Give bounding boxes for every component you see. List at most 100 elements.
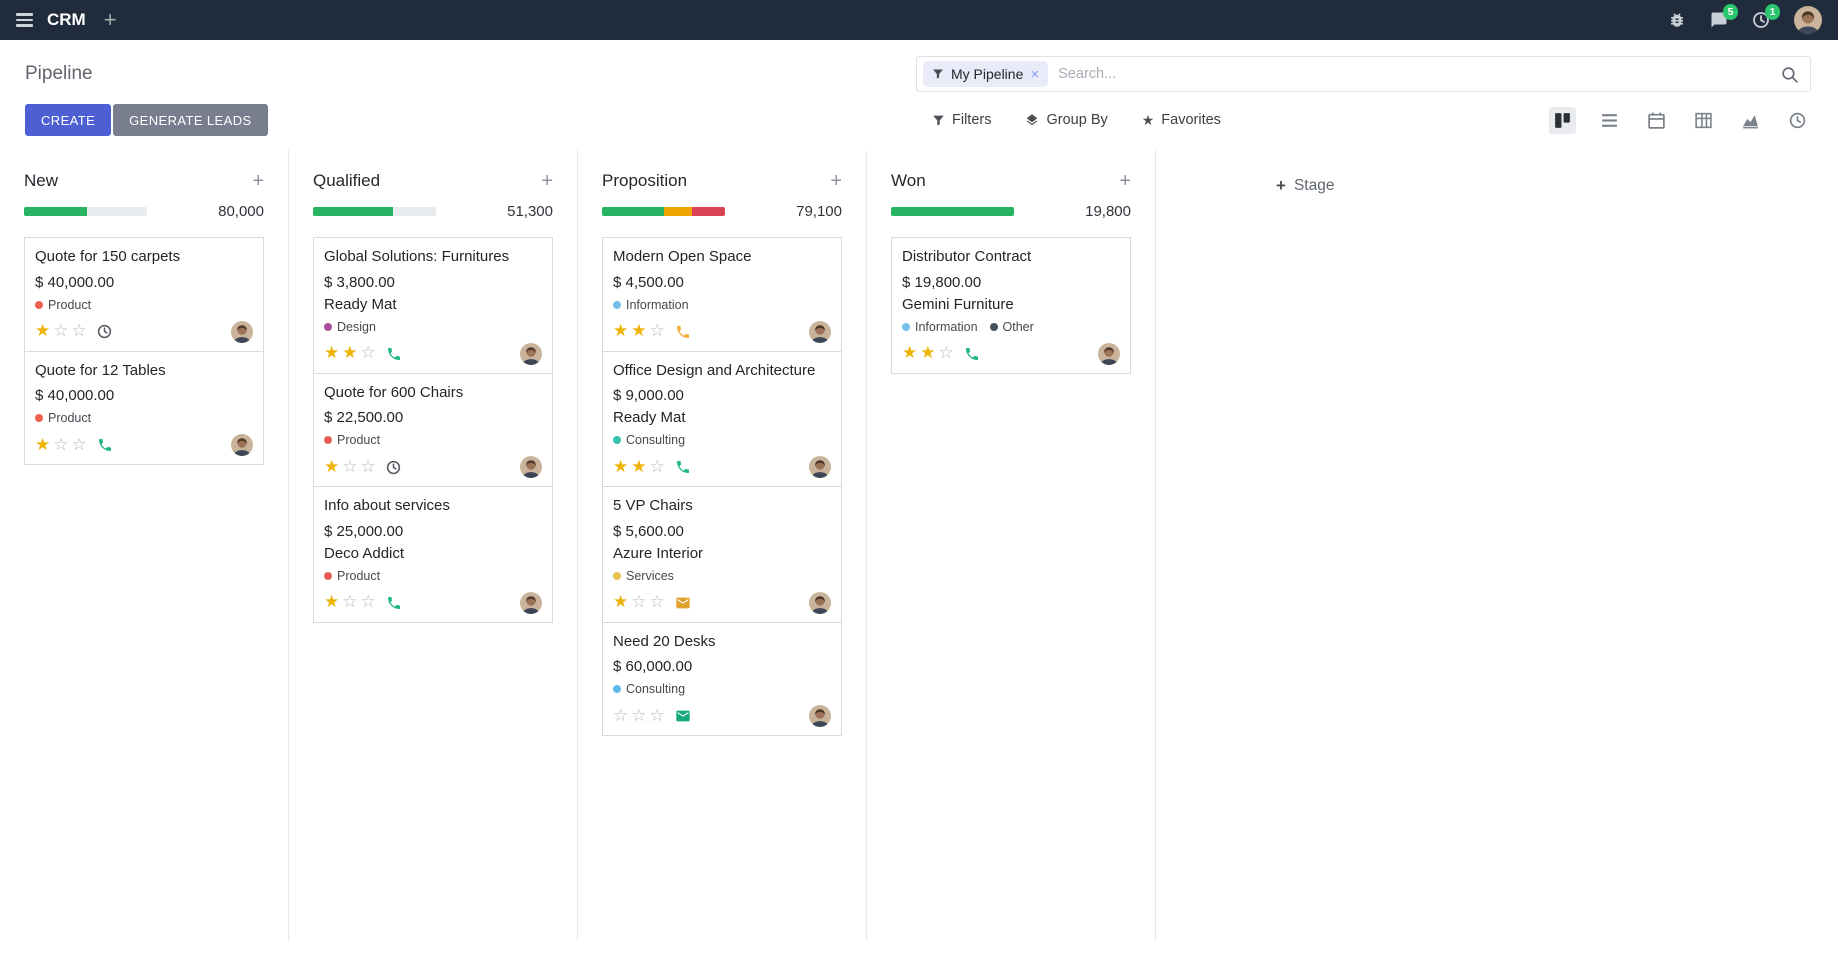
priority-star-icon[interactable]: ★ — [631, 456, 647, 476]
apps-menu-icon[interactable] — [16, 13, 33, 27]
kanban-card[interactable]: Modern Open Space $ 4,500.00 Information… — [602, 237, 842, 352]
priority-star-icon[interactable]: ★ — [613, 456, 629, 476]
avatar[interactable] — [520, 591, 542, 614]
avatar[interactable] — [1098, 342, 1120, 365]
priority-star-icon[interactable]: ☆ — [342, 592, 358, 611]
priority-star-icon[interactable]: ☆ — [53, 434, 69, 454]
pivot-view-icon[interactable] — [1690, 107, 1717, 134]
priority-star-icon[interactable]: ★ — [631, 321, 647, 340]
progress-segment[interactable] — [313, 207, 393, 216]
avatar[interactable] — [520, 342, 542, 365]
priority-star-icon[interactable]: ★ — [613, 321, 629, 340]
graph-view-icon[interactable] — [1737, 107, 1764, 134]
favorites-menu[interactable]: ★ Favorites — [1142, 112, 1221, 128]
lead-title[interactable]: Quote for 12 Tables — [35, 361, 166, 379]
lead-title[interactable]: Modern Open Space — [613, 248, 752, 265]
group-by-menu[interactable]: Group By — [1025, 112, 1108, 128]
phone-activity-icon[interactable] — [675, 324, 691, 340]
mail-activity-icon[interactable] — [675, 708, 691, 724]
debug-bug-icon[interactable] — [1668, 11, 1686, 29]
lead-title[interactable]: 5 VP Chairs — [613, 497, 693, 514]
priority-star-icon[interactable]: ☆ — [649, 705, 665, 725]
lead-title[interactable]: Office Design and Architecture — [613, 361, 816, 379]
avatar[interactable] — [809, 591, 831, 614]
priority-star-icon[interactable]: ☆ — [649, 321, 665, 340]
stage-add-record-icon[interactable]: + — [252, 170, 264, 192]
search-input[interactable] — [1048, 66, 1781, 82]
priority-star-icon[interactable]: ☆ — [631, 592, 647, 611]
kanban-card[interactable]: Distributor Contract $ 19,800.00 Gemini … — [891, 237, 1131, 374]
progress-segment[interactable] — [24, 207, 87, 216]
priority-star-icon[interactable]: ★ — [324, 343, 340, 362]
priority-star-icon[interactable]: ☆ — [649, 592, 665, 611]
priority-star-icon[interactable]: ☆ — [360, 592, 376, 611]
priority-star-icon[interactable]: ★ — [35, 321, 51, 340]
priority-star-icon[interactable]: ★ — [324, 592, 340, 611]
activities-icon[interactable]: 1 — [1752, 4, 1780, 29]
lead-title[interactable]: Global Solutions: Furnitures — [324, 248, 510, 265]
priority-star-icon[interactable]: ☆ — [649, 456, 665, 476]
mail-activity-icon[interactable] — [675, 595, 691, 611]
priority-star-icon[interactable]: ☆ — [71, 321, 87, 340]
priority-star-icon[interactable]: ☆ — [938, 343, 954, 362]
progress-segment[interactable] — [691, 207, 725, 216]
clock-activity-icon[interactable] — [386, 460, 401, 475]
priority-star-icon[interactable]: ☆ — [342, 456, 358, 476]
kanban-card[interactable]: Quote for 12 Tables $ 40,000.00 Product … — [24, 350, 264, 465]
kanban-card[interactable]: Quote for 600 Chairs $ 22,500.00 Product… — [313, 372, 553, 487]
priority-star-icon[interactable]: ★ — [902, 343, 918, 362]
activity-view-icon[interactable] — [1784, 107, 1811, 134]
kanban-card[interactable]: Quote for 150 carpets $ 40,000.00 Produc… — [24, 237, 264, 352]
kanban-view-icon[interactable] — [1549, 106, 1576, 134]
avatar[interactable] — [231, 434, 253, 456]
lead-title[interactable]: Distributor Contract — [902, 248, 1032, 265]
priority-star-icon[interactable]: ★ — [920, 343, 936, 362]
lead-title[interactable]: Need 20 Desks — [613, 632, 716, 650]
list-view-icon[interactable] — [1596, 107, 1623, 134]
priority-star-icon[interactable]: ☆ — [360, 343, 376, 362]
kanban-card[interactable]: Global Solutions: Furnitures $ 3,800.00 … — [313, 237, 553, 374]
priority-star-icon[interactable]: ★ — [35, 434, 51, 454]
avatar[interactable] — [520, 456, 542, 478]
progress-segment[interactable] — [891, 207, 1014, 216]
stage-progressbar[interactable] — [313, 207, 436, 216]
phone-activity-icon[interactable] — [386, 346, 402, 362]
generate-leads-button[interactable]: GENERATE LEADS — [113, 104, 268, 136]
messages-icon[interactable]: 5 — [1710, 4, 1738, 29]
progress-segment[interactable] — [602, 207, 664, 216]
add-menu-icon[interactable]: + — [103, 7, 117, 32]
priority-star-icon[interactable]: ★ — [613, 592, 629, 611]
priority-star-icon[interactable]: ★ — [324, 456, 340, 476]
phone-activity-icon[interactable] — [97, 437, 113, 453]
lead-title[interactable]: Quote for 150 carpets — [35, 248, 181, 265]
phone-activity-icon[interactable] — [675, 459, 691, 475]
search-icon[interactable] — [1781, 66, 1798, 83]
priority-star-icon[interactable]: ☆ — [71, 434, 87, 454]
kanban-card[interactable]: Office Design and Architecture $ 9,000.0… — [602, 350, 842, 487]
clock-activity-icon[interactable] — [97, 324, 112, 339]
kanban-card[interactable]: Info about services $ 25,000.00 Deco Add… — [313, 486, 553, 623]
avatar[interactable] — [809, 705, 831, 727]
phone-activity-icon[interactable] — [964, 346, 980, 362]
kanban-card[interactable]: Need 20 Desks $ 60,000.00 Consulting ☆ ☆ ☆ — [602, 621, 842, 736]
search-facet[interactable]: My Pipeline × — [923, 61, 1049, 87]
avatar[interactable] — [809, 320, 831, 343]
stage-add-record-icon[interactable]: + — [541, 170, 553, 192]
filters-menu[interactable]: Filters — [932, 112, 991, 128]
stage-progressbar[interactable] — [602, 207, 725, 216]
user-avatar[interactable] — [1794, 6, 1822, 34]
lead-title[interactable]: Info about services — [324, 497, 450, 514]
stage-progressbar[interactable] — [891, 207, 1014, 216]
create-button[interactable]: CREATE — [25, 104, 112, 136]
stage-add-record-icon[interactable]: + — [1119, 170, 1131, 192]
search-box[interactable]: My Pipeline × — [916, 56, 1811, 92]
avatar[interactable] — [809, 456, 831, 478]
facet-remove-icon[interactable]: × — [1030, 65, 1040, 83]
priority-star-icon[interactable]: ☆ — [613, 705, 629, 725]
add-stage-column[interactable]: + Stage — [1156, 150, 1334, 941]
calendar-view-icon[interactable] — [1643, 107, 1670, 134]
lead-title[interactable]: Quote for 600 Chairs — [324, 383, 464, 401]
phone-activity-icon[interactable] — [386, 595, 402, 611]
progress-segment[interactable] — [663, 207, 692, 216]
priority-star-icon[interactable]: ☆ — [53, 321, 69, 340]
